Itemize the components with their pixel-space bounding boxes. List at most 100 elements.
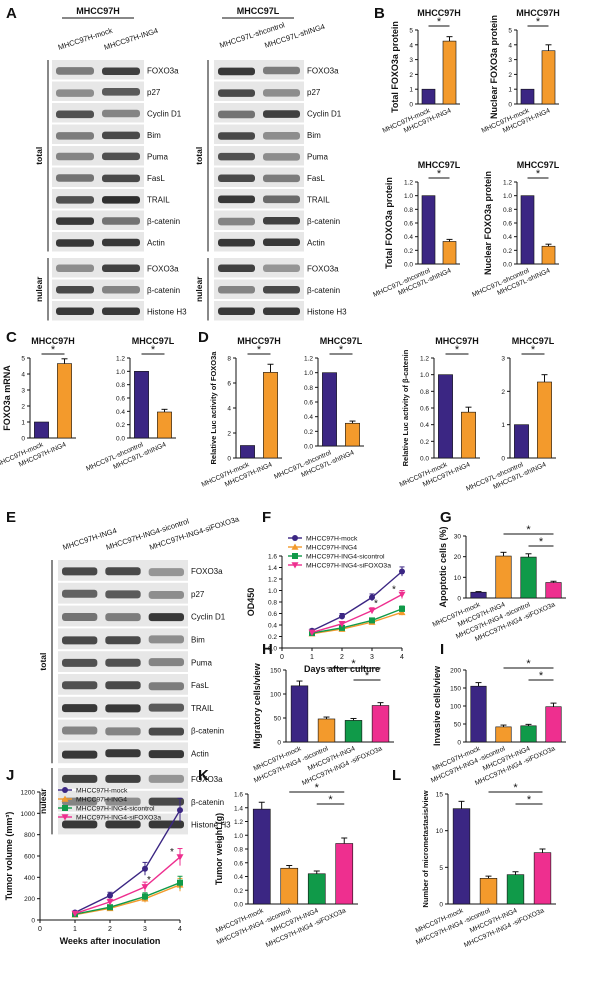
blot-strip <box>214 258 304 278</box>
y-tick-label: 0.6 <box>404 221 413 228</box>
chart-b3: 0.0 0.2 0.4 0.6 0.8 1.0 1.2 MHCC97L Total FOXO3a… <box>372 160 461 299</box>
blot-band <box>105 590 141 599</box>
bar <box>541 50 556 105</box>
y-tick-label: 0.8 <box>116 382 125 389</box>
y-tick-label: 0.2 <box>116 422 125 429</box>
panel-letter-g: G <box>440 509 452 526</box>
protein-label: p27 <box>147 88 161 97</box>
group-label-total: total <box>38 653 48 671</box>
chart-c2: 0.00.20.40.60.81.01.2MHCC97LMHCC97L-shco… <box>85 336 176 473</box>
y-tick-label: 1.0 <box>404 193 413 200</box>
y-tick-label: 0 <box>21 436 25 443</box>
protein-label: Puma <box>191 658 212 667</box>
blot-band <box>56 239 94 247</box>
sig-star: * <box>170 847 174 858</box>
y-tick-label: 0.4 <box>234 874 243 881</box>
blot-band <box>148 797 184 806</box>
protein-label: TRAIL <box>147 195 170 204</box>
y-axis-label: Invasive cells/view <box>432 665 442 746</box>
y-tick-label: 0.4 <box>404 234 413 241</box>
y-tick-label: 0.0 <box>116 436 125 443</box>
y-tick-label: 0.6 <box>234 860 243 867</box>
y-tick-label: 0.6 <box>420 406 429 413</box>
y-tick-label: 0 <box>409 102 413 109</box>
chart-title: MHCC97H <box>435 336 479 346</box>
blot-band <box>56 264 94 272</box>
bar <box>470 591 487 599</box>
protein-label: β-catenin <box>307 217 340 226</box>
marker-circle <box>142 865 148 872</box>
blot-band <box>263 238 300 246</box>
blot-strip <box>214 232 304 252</box>
y-tick-label: 0.0 <box>304 444 313 451</box>
blot-band <box>102 67 140 75</box>
y-tick-label: 2 <box>508 72 512 79</box>
sig-star: * <box>437 16 442 28</box>
marker-circle <box>177 807 183 814</box>
bar <box>421 195 436 265</box>
blot-band <box>148 590 184 599</box>
bar <box>438 374 453 459</box>
blot-band <box>148 613 184 622</box>
protein-label: Actin <box>147 238 165 247</box>
blot-band <box>148 568 184 577</box>
blot-band <box>102 307 140 315</box>
x-tick-label: 2 <box>108 926 112 933</box>
y-tick-label: 0.6 <box>268 611 277 618</box>
chart-title: MHCC97L <box>512 336 555 346</box>
marker-circle <box>339 613 345 620</box>
x-tick-label: 2 <box>340 654 344 661</box>
blot-strip <box>214 301 304 321</box>
x-tick-label: 1 <box>310 654 314 661</box>
sig-star: * <box>526 524 531 536</box>
y-tick-label: 1.2 <box>404 180 413 187</box>
y-tick-label: 50 <box>274 716 282 723</box>
marker-triangle-down <box>61 814 69 821</box>
series-line <box>311 593 403 634</box>
x-tick-label: 4 <box>400 654 404 661</box>
series-line <box>311 611 403 635</box>
y-tick-label: 0 <box>457 596 461 603</box>
blot-band <box>62 589 98 598</box>
y-tick-label: 50 <box>454 722 462 729</box>
chart-b4: 0.0 0.2 0.4 0.6 0.8 1.0 1.2 MHCC97L Nuclear FOXO… <box>471 160 560 299</box>
y-tick-label: 3 <box>501 356 505 363</box>
y-tick-label: 20 <box>454 554 462 561</box>
blot-band <box>263 110 300 118</box>
protein-label: p27 <box>307 88 321 97</box>
marker-circle <box>292 535 298 541</box>
bar <box>461 411 476 459</box>
y-tick-label: 5 <box>409 28 413 35</box>
marker-square <box>399 605 405 612</box>
blot-band <box>105 727 141 736</box>
panel-letter-h: H <box>262 641 273 658</box>
blot-band <box>102 174 140 183</box>
marker-triangle-down <box>291 562 299 569</box>
blot-band <box>263 285 300 294</box>
y-axis-label: Migratory cells/view <box>252 662 262 749</box>
bar <box>479 878 498 905</box>
marker-triangle-down <box>338 621 346 628</box>
panel-letter-k: K <box>198 767 209 784</box>
y-tick-label: 0.6 <box>116 396 125 403</box>
sig-star: * <box>351 658 356 670</box>
chart-d2: 0.00.20.40.60.81.01.2MHCC97LMHCC97L-shco… <box>273 336 364 481</box>
blot-band <box>105 613 141 622</box>
bar <box>520 88 535 105</box>
protein-label: Actin <box>191 750 209 759</box>
protein-label: Puma <box>307 152 328 161</box>
y-tick-label: 1.0 <box>116 369 125 376</box>
blot-band <box>218 89 255 97</box>
y-tick-label: 1.0 <box>234 833 243 840</box>
blot-band <box>218 285 255 294</box>
chart-j: 0 200 400 600 800 1000 1200 0 1 2 3 4 Weeks after in… <box>4 787 184 946</box>
blot-band <box>56 89 94 97</box>
bar <box>263 372 278 459</box>
protein-label: FasL <box>191 681 209 690</box>
marker-triangle-down <box>141 884 149 891</box>
bar <box>533 852 552 905</box>
blot-strip <box>52 279 144 299</box>
blot-band <box>148 682 184 691</box>
blot-e: MHCC97H-ING4 MHCC97H-ING4-sicontrol MHCC97… <box>38 514 241 835</box>
blot-band <box>105 681 141 690</box>
